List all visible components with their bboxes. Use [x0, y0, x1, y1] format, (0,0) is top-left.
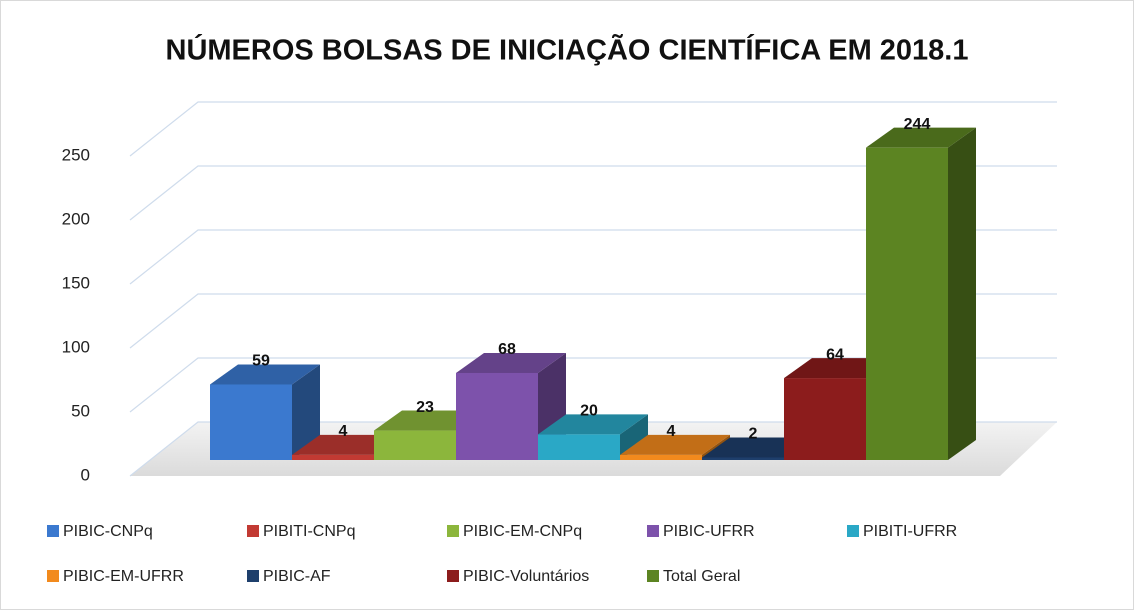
- y-tick-label: 250: [62, 145, 90, 164]
- bar-side: [292, 364, 320, 460]
- value-label: 68: [498, 341, 516, 358]
- legend-swatch: [47, 570, 59, 582]
- grid-line: [129, 229, 1057, 285]
- legend-label: PIBIC-EM-UFRR: [63, 568, 184, 585]
- bar-top: [456, 352, 566, 373]
- legend-label: PIBIC-AF: [263, 568, 331, 585]
- legend-label: PIBITI-CNPq: [263, 523, 355, 540]
- y-tick-label: 0: [81, 465, 90, 484]
- legend-swatch: [47, 525, 59, 537]
- bar: [292, 454, 374, 460]
- value-label: 20: [580, 403, 598, 420]
- bar-top: [210, 364, 320, 385]
- y-tick-label: 200: [62, 209, 90, 228]
- value-label: 244: [904, 116, 931, 133]
- bar-side: [620, 414, 648, 460]
- legend-swatch: [647, 525, 659, 537]
- grid-line: [129, 421, 1057, 477]
- legend-label: PIBIC-CNPq: [63, 523, 153, 540]
- legend-label: PIBIC-Voluntários: [463, 568, 589, 585]
- legend-label: PIBIC-UFRR: [663, 523, 755, 540]
- bar-top: [538, 414, 648, 435]
- bar: [702, 457, 784, 460]
- bar-side: [948, 127, 976, 461]
- legend-label: PIBIC-EM-CNPq: [463, 523, 582, 540]
- bar: [784, 378, 866, 460]
- bar-top: [866, 127, 976, 148]
- legend-label: PIBITI-UFRR: [863, 523, 957, 540]
- bar-top: [620, 434, 730, 455]
- y-tick-label: 100: [62, 337, 90, 356]
- legend-swatch: [247, 525, 259, 537]
- value-label: 64: [826, 346, 844, 363]
- y-tick-label: 50: [71, 401, 90, 420]
- legend-label: Total Geral: [663, 568, 740, 585]
- legend-swatch: [247, 570, 259, 582]
- chart-title: NÚMEROS BOLSAS DE INICIAÇÃO CIENTÍFICA E…: [166, 33, 969, 67]
- bar: [538, 434, 620, 460]
- value-label: 4: [667, 423, 676, 440]
- bar: [620, 454, 702, 460]
- grid-line: [129, 357, 1057, 413]
- value-label: 2: [749, 426, 758, 443]
- grid-line: [129, 101, 1057, 157]
- value-label: 59: [252, 353, 270, 370]
- legend-swatch: [847, 525, 859, 537]
- value-label: 4: [339, 423, 348, 440]
- bar: [866, 147, 948, 460]
- bar: [210, 384, 292, 460]
- y-tick-label: 150: [62, 273, 90, 292]
- legend-swatch: [447, 525, 459, 537]
- bar: [374, 430, 456, 460]
- grid-line: [129, 165, 1057, 221]
- value-label: 23: [416, 399, 434, 416]
- bar: [456, 372, 538, 460]
- legend-swatch: [647, 570, 659, 582]
- grid-line: [129, 293, 1057, 349]
- legend-swatch: [447, 570, 459, 582]
